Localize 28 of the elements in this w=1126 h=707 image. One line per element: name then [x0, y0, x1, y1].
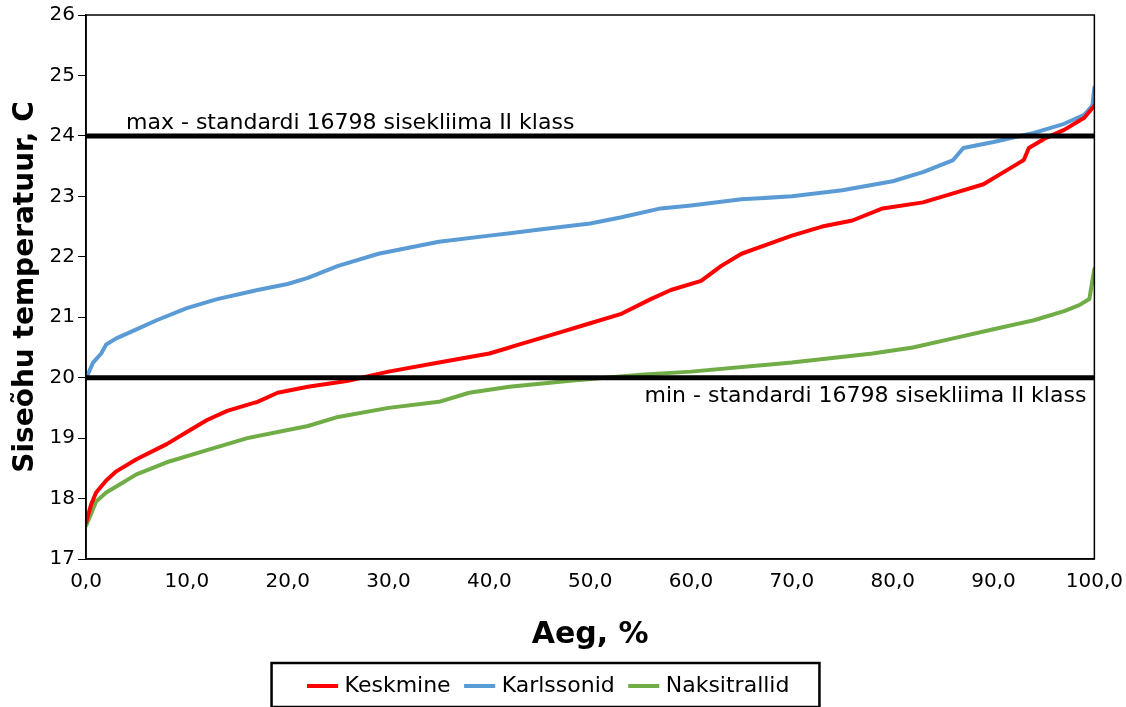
y-tick-label: 25: [49, 61, 76, 86]
y-tick-label: 17: [49, 545, 76, 570]
x-tick-label: 20,0: [265, 568, 310, 593]
y-tick-label: 19: [49, 424, 76, 449]
x-tick-label: 40,0: [467, 568, 512, 593]
x-tick-label: 10,0: [164, 568, 210, 593]
x-tick-label: 30,0: [366, 568, 411, 593]
y-axis-title: Siseõhu temperatuur, C: [7, 101, 41, 473]
y-tick-label: 24: [49, 122, 76, 147]
x-tick-label: 70,0: [769, 568, 815, 593]
y-tick-label: 22: [49, 242, 76, 267]
x-tick-label: 90,0: [971, 568, 1016, 593]
y-tick-label: 20: [49, 363, 76, 388]
x-tick-label: 80,0: [870, 568, 915, 593]
x-tick-label: 100,0: [1065, 568, 1123, 593]
x-axis-title: Aeg, %: [531, 614, 649, 650]
y-tick-label: 26: [49, 1, 76, 26]
y-tick-label: 21: [49, 303, 76, 328]
x-tick-label: 0,0: [70, 568, 102, 593]
y-tick-label: 18: [49, 484, 76, 509]
legend-label: Naksitrallid: [665, 671, 790, 697]
x-tick-label: 50,0: [567, 568, 613, 593]
ref-line-label: min - standardi 16798 sisekliima II klass: [644, 382, 1087, 408]
y-tick-label: 23: [49, 182, 76, 207]
legend-label: Keskmine: [344, 671, 451, 697]
ref-line-label: max - standardi 16798 sisekliima II klass: [126, 108, 575, 134]
legend-label: Karlssonid: [501, 671, 615, 697]
x-tick-label: 60,0: [668, 568, 714, 593]
